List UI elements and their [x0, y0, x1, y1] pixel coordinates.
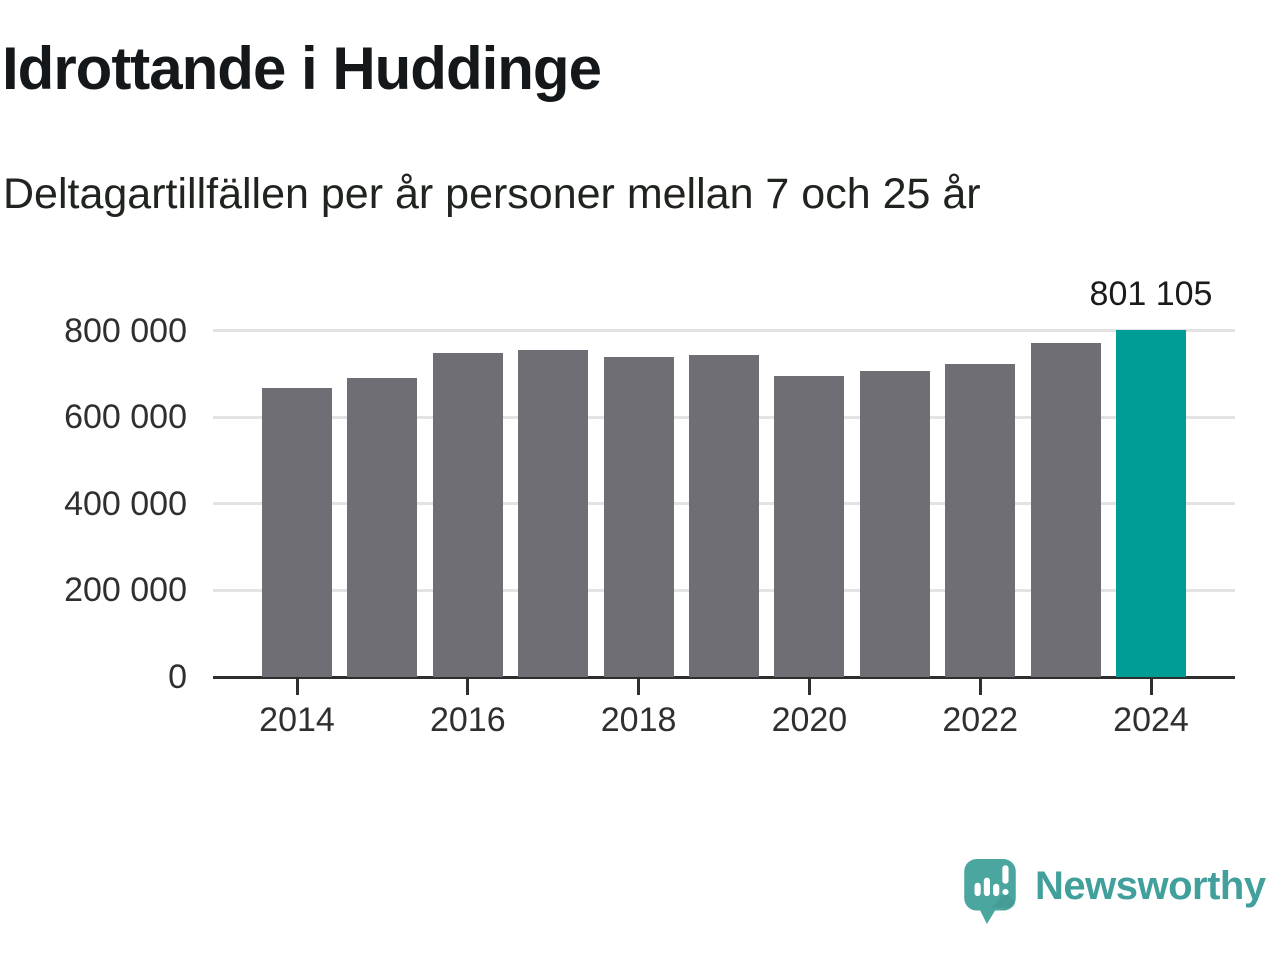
bar-2015 [347, 378, 418, 677]
y-axis-label: 0 [168, 658, 187, 696]
x-axis-tick [1149, 678, 1153, 695]
x-axis-label: 2016 [429, 701, 506, 739]
y-axis-label: 400 000 [64, 484, 187, 523]
bar-2021 [859, 371, 930, 677]
x-axis-tick [807, 678, 811, 695]
x-axis-tick [295, 678, 299, 695]
bar-value-label: 801 105 [1089, 275, 1213, 314]
y-axis-label: 800 000 [64, 311, 187, 350]
chart-title: Idrottande i Huddinge [2, 35, 602, 102]
bar-2020 [774, 375, 845, 677]
brand-footer: Newsworthy [963, 858, 1266, 926]
x-axis-line [213, 675, 1235, 679]
x-axis-label: 2018 [600, 701, 677, 739]
bar-2018 [603, 356, 674, 677]
bar-2024 [1116, 330, 1186, 677]
chart-subtitle: Deltagartillfällen per år personer mella… [3, 170, 981, 218]
newsworthy-logo-icon [964, 859, 1016, 924]
y-axis-label: 200 000 [64, 571, 187, 610]
bar-2014 [262, 388, 332, 677]
x-axis-label: 2024 [1113, 701, 1189, 739]
y-axis-label: 600 000 [64, 398, 187, 437]
x-axis-tick [637, 678, 641, 695]
x-axis-label: 2020 [771, 701, 848, 739]
bar-2023 [1030, 343, 1101, 677]
bar-2022 [945, 364, 1016, 677]
brand-name: Newsworthy [1035, 864, 1266, 908]
bar-2019 [689, 355, 759, 677]
grid-line [213, 329, 1235, 332]
x-axis-tick [466, 678, 470, 695]
x-axis-label: 2014 [259, 701, 335, 739]
x-axis-label: 2022 [942, 701, 1018, 739]
bar-2017 [518, 349, 589, 677]
x-axis-tick [978, 678, 982, 695]
bar-2016 [432, 353, 503, 677]
